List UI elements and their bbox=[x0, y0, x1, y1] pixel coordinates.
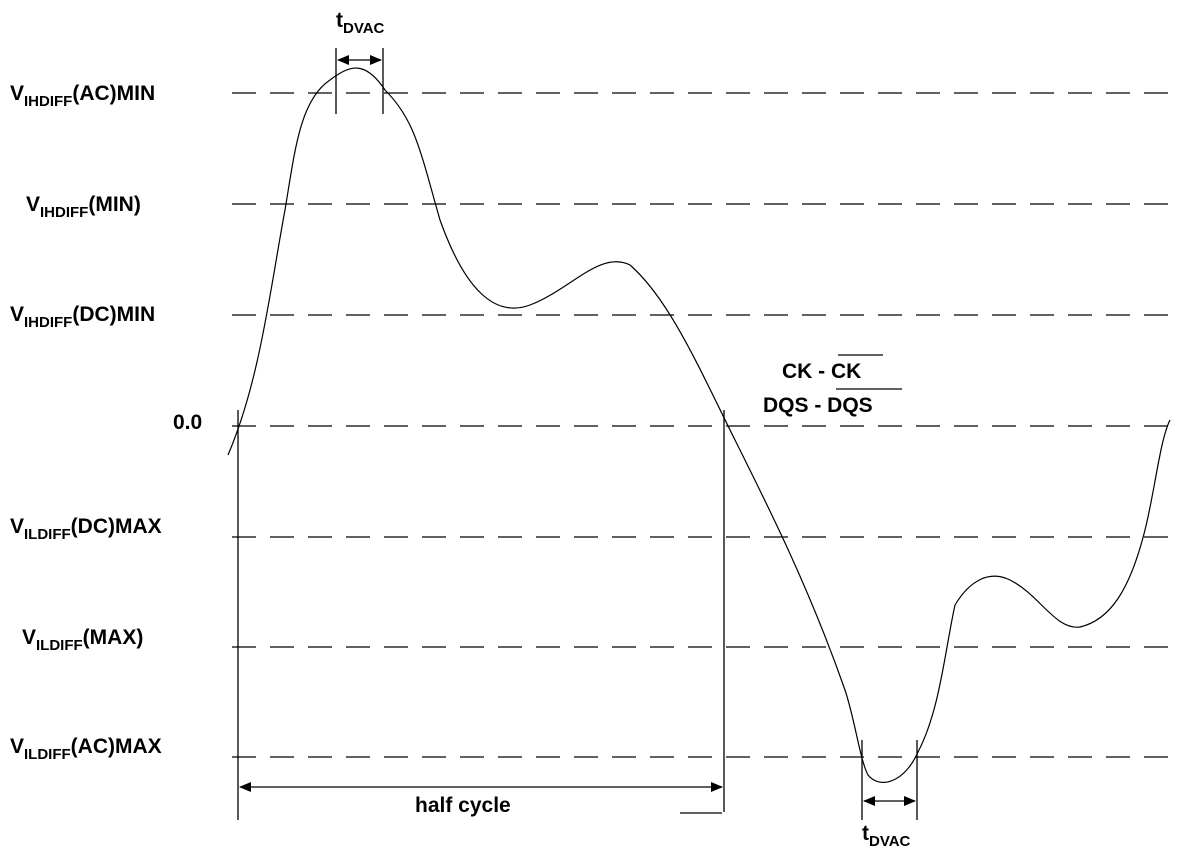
differential-waveform bbox=[227, 67, 1171, 783]
level-guide-lines bbox=[232, 92, 1178, 758]
signal-dqs-label: DQS - DQS bbox=[763, 394, 873, 417]
half-cycle-label: half cycle bbox=[415, 794, 511, 817]
label-vihdiff-ac-min: VIHDIFF(AC)MIN bbox=[10, 82, 155, 110]
label-vildiff-dc-max: VILDIFF(DC)MAX bbox=[10, 515, 162, 543]
label-zero: 0.0 bbox=[173, 411, 202, 434]
level-labels: VIHDIFF(AC)MIN VIHDIFF(MIN) VIHDIFF(DC)M… bbox=[10, 82, 202, 763]
tdvac-top-label: tDVAC bbox=[336, 9, 385, 37]
label-vildiff-max: VILDIFF(MAX) bbox=[22, 626, 143, 654]
label-vihdiff-dc-min: VIHDIFF(DC)MIN bbox=[10, 303, 155, 331]
label-vihdiff-min: VIHDIFF(MIN) bbox=[26, 193, 141, 221]
signal-ck-label: CK - CK bbox=[782, 360, 861, 383]
label-vildiff-ac-max: VILDIFF(AC)MAX bbox=[10, 735, 162, 763]
tdvac-bottom-label: tDVAC bbox=[862, 822, 911, 848]
